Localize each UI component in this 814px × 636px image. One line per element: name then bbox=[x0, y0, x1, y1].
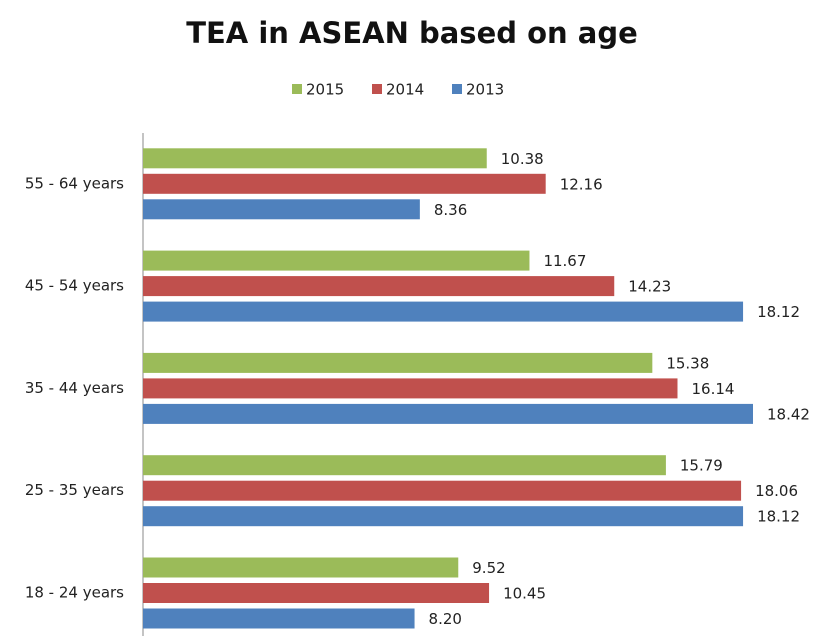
data-label: 16.14 bbox=[691, 380, 734, 398]
data-label: 18.42 bbox=[767, 405, 810, 423]
bar bbox=[143, 301, 744, 322]
bar bbox=[143, 583, 490, 603]
bar bbox=[143, 455, 666, 476]
data-label: 18.06 bbox=[755, 482, 798, 500]
data-label: 8.20 bbox=[429, 610, 462, 628]
legend-label: 2015 bbox=[306, 81, 344, 99]
data-label: 18.12 bbox=[757, 508, 800, 526]
bar bbox=[143, 199, 420, 220]
data-label: 14.23 bbox=[628, 278, 671, 296]
bar bbox=[143, 250, 530, 271]
bar bbox=[143, 276, 615, 297]
bar bbox=[143, 557, 459, 578]
legend-label: 2014 bbox=[386, 81, 424, 99]
bar bbox=[143, 378, 678, 399]
chart-title: TEA in ASEAN based on age bbox=[186, 16, 638, 50]
data-label: 12.16 bbox=[560, 175, 603, 193]
data-label: 15.79 bbox=[680, 457, 723, 475]
data-label: 18.12 bbox=[757, 303, 800, 321]
legend-label: 2013 bbox=[466, 81, 504, 99]
bar bbox=[143, 608, 415, 629]
data-label: 9.52 bbox=[472, 559, 505, 577]
legend-swatch bbox=[292, 84, 302, 94]
data-label: 15.38 bbox=[666, 354, 709, 372]
bar bbox=[143, 173, 546, 194]
data-label: 8.36 bbox=[434, 201, 467, 219]
data-label: 10.45 bbox=[503, 585, 546, 603]
y-tick-label: 45 - 54 years bbox=[25, 277, 124, 295]
bar bbox=[143, 352, 653, 373]
bar bbox=[143, 403, 753, 424]
bar bbox=[143, 480, 742, 501]
bar bbox=[143, 148, 487, 169]
data-label: 10.38 bbox=[501, 150, 544, 168]
y-tick-label: 18 - 24 years bbox=[25, 584, 124, 602]
legend-swatch bbox=[372, 84, 382, 94]
y-tick-label: 35 - 44 years bbox=[25, 379, 124, 397]
bar bbox=[143, 506, 744, 527]
legend-swatch bbox=[452, 84, 462, 94]
y-tick-label: 55 - 64 years bbox=[25, 174, 124, 192]
data-label: 11.67 bbox=[543, 252, 586, 270]
y-tick-label: 25 - 35 years bbox=[25, 481, 124, 499]
